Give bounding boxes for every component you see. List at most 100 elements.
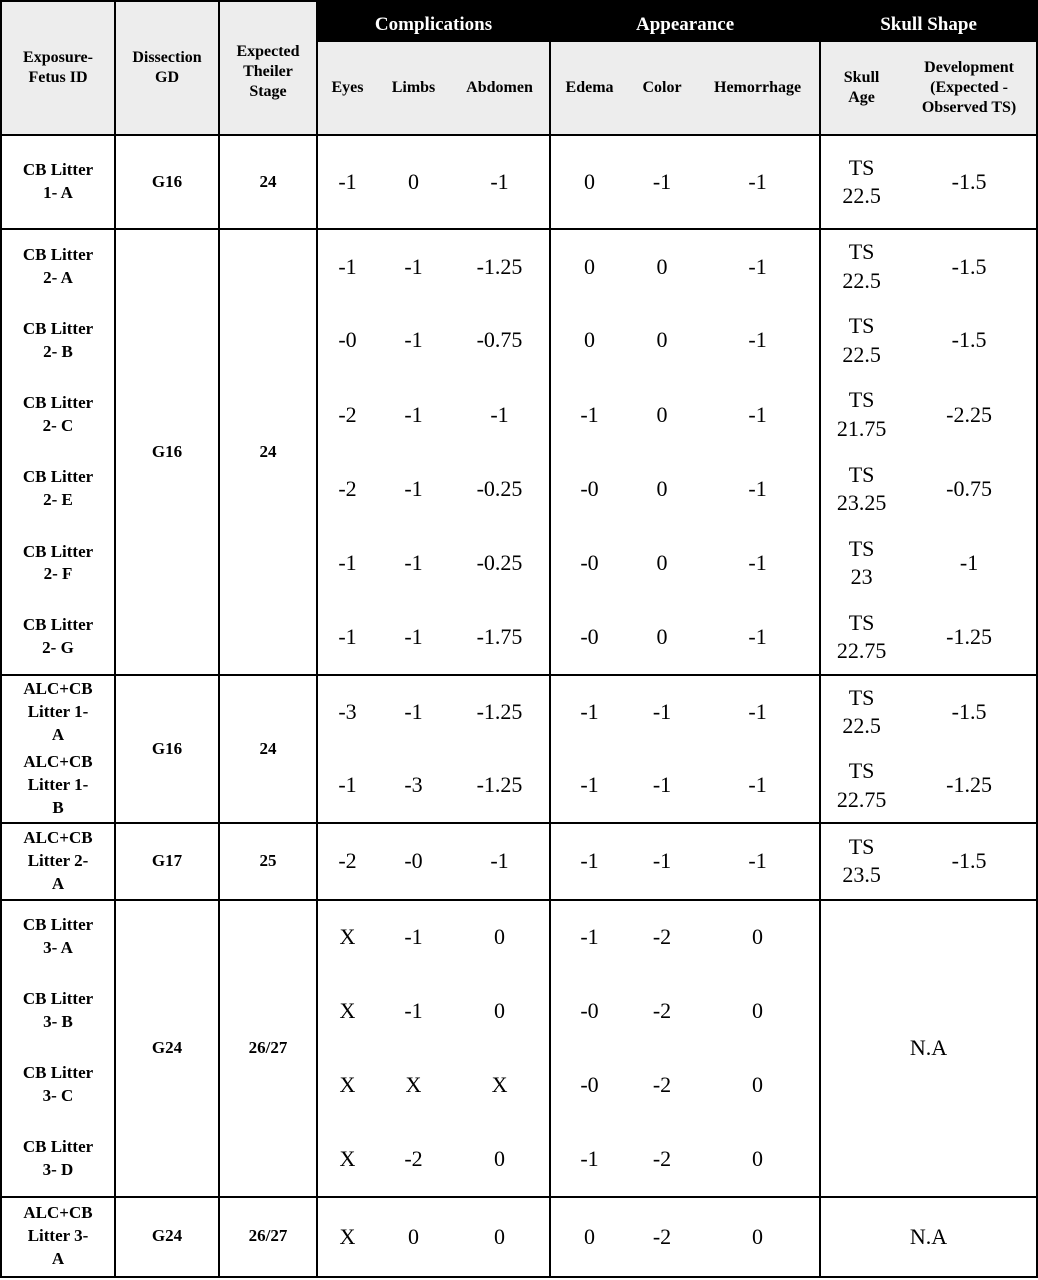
skull-age-cell: TS 23	[819, 526, 903, 601]
hemorrhage-cell: 0	[696, 1196, 821, 1279]
skull-age-cell: TS 22.75	[819, 749, 903, 825]
development-cell: -1.5	[902, 135, 1038, 231]
skull-shape-group-header: Skull Shape	[819, 0, 1038, 42]
edema-cell: -1	[549, 1122, 629, 1198]
dissection-gd-cell: G24	[114, 1196, 219, 1279]
fetus-id-cell: CB Litter 3- B	[0, 973, 115, 1049]
table-row: CB Litter 3- C X X X -0 -2 0	[0, 1048, 1037, 1123]
fetus-id-cell: CB Litter 2- B	[0, 303, 115, 378]
table-row: ALC+CB Litter 1- B -1 -3 -1.25 -1 -1 -1 TS 22.75 -1…	[0, 749, 1038, 825]
dissection-gd-cell: G17	[114, 823, 219, 901]
color-cell: -1	[652, 699, 672, 725]
complications-group-header: Complications	[315, 0, 551, 42]
hemorrhage-cell: -1	[696, 749, 821, 825]
dissection-gd-cell: G24	[114, 899, 219, 1198]
fetus-id-cell: CB Litter 3- A	[0, 899, 115, 974]
skull-age-cell: TS 21.75	[819, 377, 903, 453]
fetus-id-cell: CB Litter 2- A	[0, 229, 115, 304]
development-cell: -0.75	[902, 452, 1038, 527]
table-row: CB Litter 2- C -2 -1 -1 -1 0 -1 TS 21.75 -2.25	[0, 377, 1038, 453]
theiler-stage-cell: 24	[218, 229, 317, 676]
limbs-cell: -1	[404, 699, 423, 725]
color-cell: 0	[656, 253, 668, 279]
theiler-stage-cell: 24	[218, 135, 317, 231]
fetus-id-cell: CB Litter 2- E	[0, 452, 115, 527]
limbs-cell: -0	[377, 823, 450, 901]
hemorrhage-cell: -1	[748, 327, 767, 353]
fetus-id-cell: ALC+CB Litter 3- A	[0, 1196, 115, 1279]
abdomen-cell: -1	[450, 135, 551, 231]
eyes-cell: -2	[316, 823, 377, 901]
color-cell: -2	[628, 1122, 697, 1198]
table-row: ALC+CB Litter 2- A G17 25 -2 -0 -1 -1 -1 -1 TS 23.5-…	[0, 823, 1038, 901]
hemorrhage-cell: 0	[752, 997, 764, 1023]
abdomen-cell: 0	[494, 997, 506, 1023]
development-cell: -1.5	[902, 674, 1038, 750]
eyes-cell: -3	[316, 674, 377, 750]
limbs-cell: -1	[404, 997, 423, 1023]
development-cell: -1.25	[902, 600, 1038, 676]
color-cell: -2	[652, 923, 672, 949]
edema-cell: -0	[549, 526, 629, 601]
color-cell: 0	[656, 475, 668, 501]
table-row: CB Litter 1- A G16 24 -1 0 -1 0 -1 -1 TS 22.5 -1.5	[0, 135, 1038, 231]
table-row: CB Litter 3- D X -2 0 -1 -2 0	[0, 1122, 1037, 1198]
fetus-id-cell: CB Litter 2- G	[0, 600, 115, 676]
hemorrhage-cell: -1	[748, 253, 767, 279]
edema-cell: -1	[549, 823, 629, 901]
edema-cell: 0	[549, 1196, 629, 1279]
hemorrhage-cell: -1	[696, 823, 821, 901]
skull-shape-na-cell: N.A	[819, 1196, 1038, 1279]
edema-cell: 0	[549, 303, 629, 378]
fetus-id-cell: CB Litter 2- F	[0, 526, 115, 601]
eyes-cell: -1	[316, 600, 377, 676]
eyes-cell: X	[316, 1196, 377, 1279]
abdomen-cell: X	[491, 1071, 508, 1097]
theiler-stage-cell: 26/27	[218, 899, 317, 1198]
table-row: CB Litter 2- F -1 -1 -0.25 -0 0 -1 TS 23 -1	[0, 526, 1038, 601]
eyes-cell: -0	[316, 303, 377, 378]
edema-cell: -0	[549, 973, 629, 1049]
dissection-gd-cell: G16	[114, 135, 219, 231]
table-row: CB Litter 3- B X -1 0 -0 -2 0	[0, 973, 1037, 1049]
abdomen-cell: -0.25	[476, 550, 523, 576]
dissection-gd-cell: G16	[114, 674, 219, 825]
development-cell: -1.5	[902, 823, 1038, 901]
color-cell: -2	[628, 1196, 697, 1279]
theiler-stage-cell: 25	[218, 823, 317, 901]
edema-cell: 0	[549, 229, 629, 304]
theiler-stage-cell: 24	[218, 674, 317, 825]
exposure-fetus-id-header: Exposure- Fetus ID	[0, 0, 116, 136]
skull-age-cell: TS 23.5	[819, 823, 903, 901]
skull-age-header: Skull Age	[819, 42, 903, 136]
limbs-cell: 0	[377, 135, 450, 231]
eyes-cell: -1	[316, 135, 377, 231]
table-row: ALC+CB Litter 1- A G16 24 -3 -1 -1.25 -1 -1 -1 TS 22…	[0, 674, 1038, 825]
abdomen-cell: -1.75	[450, 600, 551, 676]
edema-cell: -1	[549, 377, 629, 453]
edema-cell: -1	[549, 899, 629, 974]
fetus-id-cell: CB Litter 2- C	[0, 377, 115, 453]
hemorrhage-cell: -1	[696, 135, 821, 231]
hemorrhage-cell: 0	[752, 1071, 764, 1097]
color-cell: 0	[628, 600, 697, 676]
development-cell: -1.5	[902, 229, 1038, 304]
development-cell: -1.25	[902, 749, 1038, 825]
limbs-header: Limbs	[377, 42, 450, 136]
dissection-gd-cell: G16	[114, 229, 219, 676]
abdomen-cell: -1.25	[476, 253, 523, 279]
color-cell: -1	[628, 135, 697, 231]
eyes-cell: -1	[316, 749, 377, 825]
hemorrhage-cell: -1	[748, 475, 767, 501]
eyes-cell: X	[316, 1048, 377, 1123]
edema-cell: -1	[549, 749, 629, 825]
abdomen-cell: -1	[490, 401, 509, 427]
fetus-id-cell: CB Litter 3- D	[0, 1122, 115, 1198]
abdomen-cell: 0	[450, 1196, 551, 1279]
eyes-cell: -2	[316, 377, 377, 453]
fetus-id-cell: ALC+CB Litter 1- A	[0, 674, 115, 750]
limbs-cell: -1	[404, 550, 423, 576]
skull-age-cell: TS 22.5	[819, 674, 903, 750]
table-row: CB Litter 2- G -1 -1 -1.75 -0 0 -1 TS 22.75 -1.25	[0, 600, 1038, 676]
limbs-cell: -3	[377, 749, 450, 825]
